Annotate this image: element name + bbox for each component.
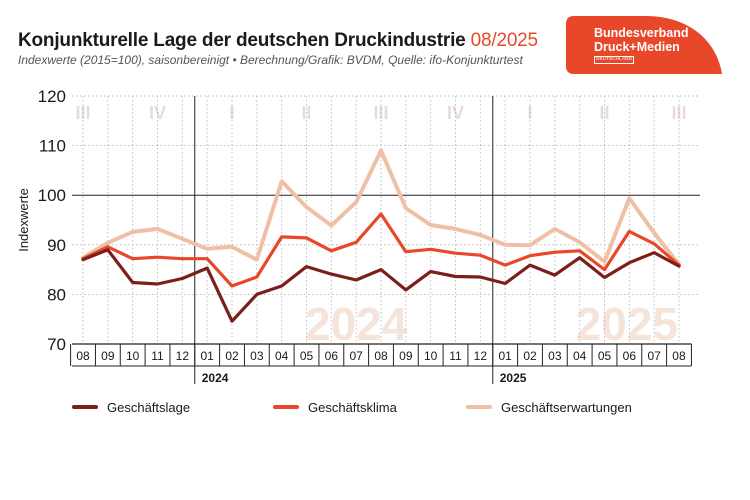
chart-subtitle: Indexwerte (2015=100), saisonbereinigt •… xyxy=(18,53,523,67)
x-tick-label: 07 xyxy=(647,349,661,363)
x-tick-label: 11 xyxy=(449,349,462,363)
legend-swatch-klima xyxy=(273,405,299,409)
x-tick-label: 06 xyxy=(325,349,339,363)
legend-item-erwartungen: Geschäftserwartungen xyxy=(466,399,632,415)
x-tick-label: 01 xyxy=(498,349,512,363)
x-tick-label: 08 xyxy=(76,349,90,363)
legend-item-klima: Geschäftsklima xyxy=(273,399,397,415)
logo-line-3: DEUTSCHLAND xyxy=(594,56,634,64)
series-line xyxy=(81,248,681,323)
x-tick-label: 09 xyxy=(101,349,115,363)
legend-swatch-erwartungen xyxy=(466,405,492,409)
x-tick-label: 12 xyxy=(176,349,190,363)
y-tick-label: 90 xyxy=(47,236,66,255)
x-tick-label: 10 xyxy=(126,349,140,363)
x-tick-label: 04 xyxy=(573,349,587,363)
chart-title-date: 08/2025 xyxy=(470,30,538,51)
chart-title: Konjunkturelle Lage der deutschen Drucki… xyxy=(18,30,538,52)
x-tick-label: 03 xyxy=(548,349,562,363)
logo-shape xyxy=(566,16,722,74)
y-tick-label: 70 xyxy=(47,335,66,354)
y-tick-label: 110 xyxy=(39,137,66,156)
x-tick-label: 03 xyxy=(250,349,264,363)
legend-item-lage: Geschäftslage xyxy=(72,399,190,415)
x-tick-label: 08 xyxy=(672,349,686,363)
chart-title-text: Konjunkturelle Lage der deutschen Drucki… xyxy=(18,30,466,51)
y-tick-label: 100 xyxy=(38,186,66,205)
logo-line-2: Druck+Medien xyxy=(594,40,680,54)
x-tick-label: 04 xyxy=(275,349,289,363)
year-label: 2024 xyxy=(202,371,229,385)
legend-label-erwartungen: Geschäftserwartungen xyxy=(501,399,632,415)
y-tick-label: 80 xyxy=(47,285,66,304)
x-tick-label: 10 xyxy=(424,349,438,363)
x-tick-label: 02 xyxy=(225,349,239,363)
series-line xyxy=(81,212,681,288)
x-tick-label: 01 xyxy=(200,349,214,363)
series-line xyxy=(81,148,681,267)
year-label: 2025 xyxy=(500,371,527,385)
x-tick-label: 07 xyxy=(349,349,363,363)
legend-label-klima: Geschäftsklima xyxy=(308,399,397,415)
x-tick-label: 05 xyxy=(598,349,612,363)
logo-line-1: Bundesverband xyxy=(594,26,689,40)
y-axis-label: Indexwerte xyxy=(16,188,31,252)
x-tick-label: 09 xyxy=(399,349,413,363)
y-tick-label: 120 xyxy=(38,87,66,106)
x-tick-label: 05 xyxy=(300,349,314,363)
x-tick-label: 11 xyxy=(151,349,164,363)
legend-label-lage: Geschäftslage xyxy=(107,399,191,415)
x-tick-label: 08 xyxy=(374,349,388,363)
x-tick-label: 12 xyxy=(474,349,488,363)
legend-swatch-lage xyxy=(72,405,98,409)
x-tick-label: 06 xyxy=(623,349,637,363)
bvdm-logo xyxy=(566,16,722,74)
year-watermark-2025: 2025 xyxy=(576,298,678,350)
x-tick-label: 02 xyxy=(523,349,537,363)
